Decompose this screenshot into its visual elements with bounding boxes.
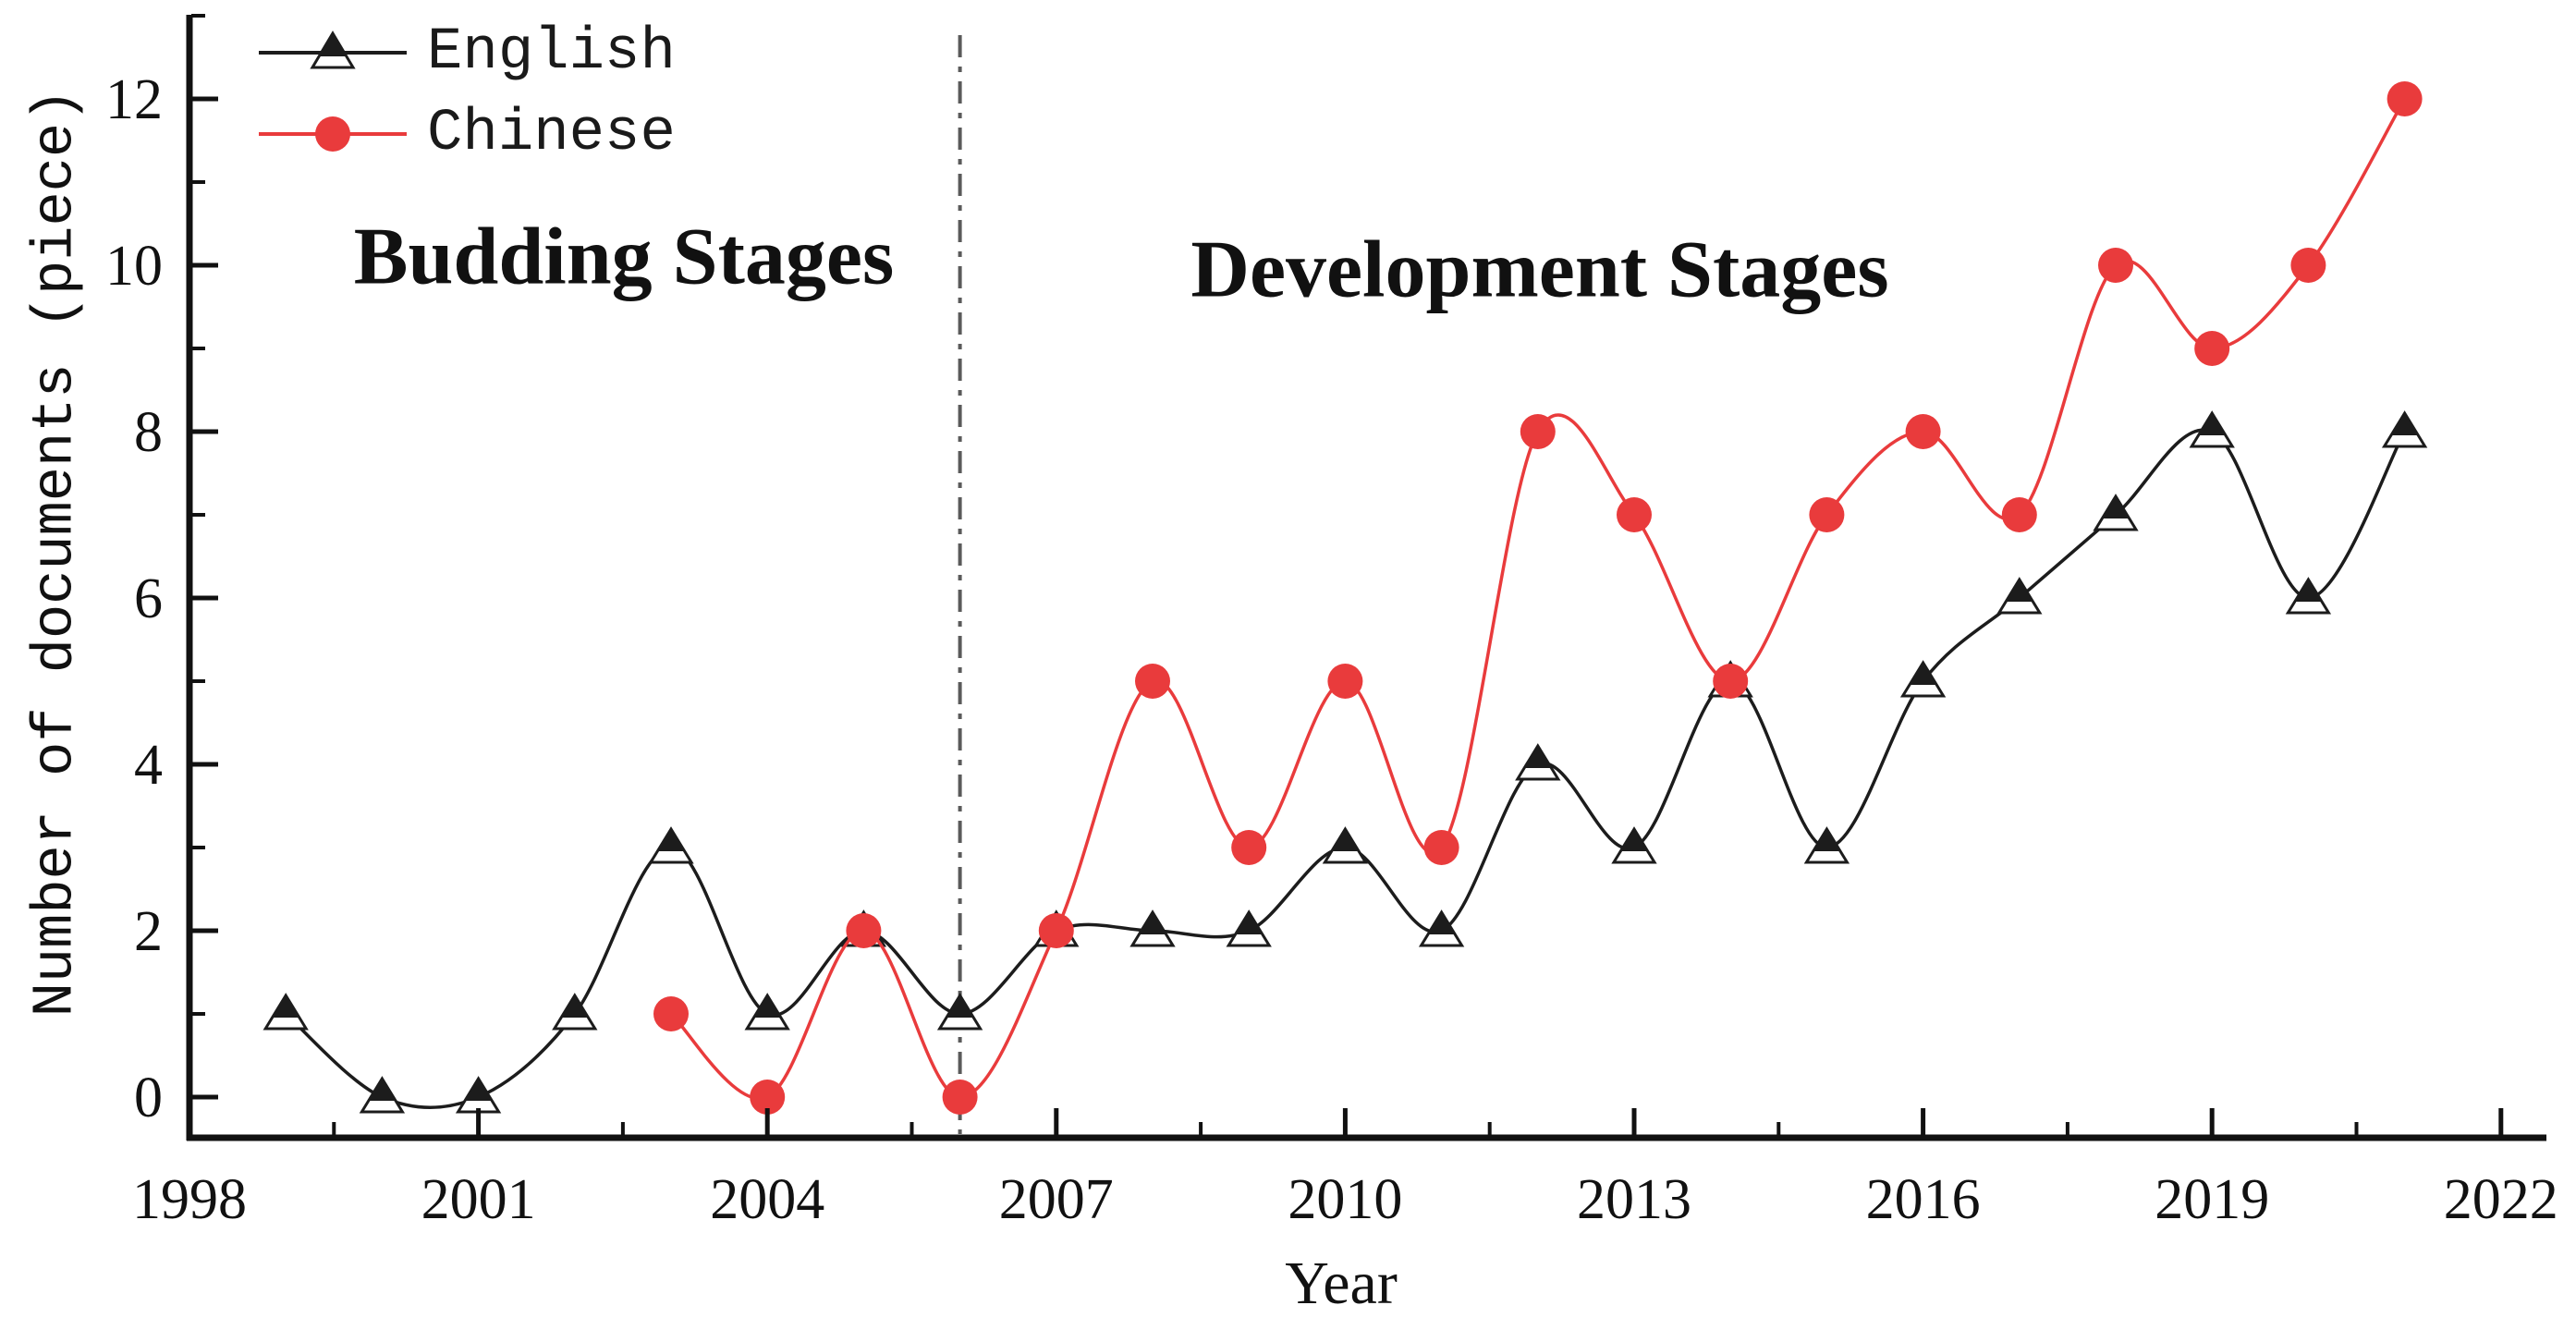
legend-label-chinese: Chinese — [427, 101, 676, 167]
legend-chinese-circle — [315, 116, 350, 152]
english-data-point-fill — [2102, 496, 2130, 518]
chinese-data-point — [2387, 81, 2423, 116]
english-data-point-fill — [2294, 580, 2323, 602]
chinese-data-point — [653, 996, 689, 1031]
english-data-point-fill — [464, 1079, 493, 1101]
legend-item-chinese: Chinese — [255, 94, 676, 174]
x-tick-label: 2004 — [710, 1168, 824, 1231]
english-series-line — [285, 428, 2407, 1109]
english-data-point-fill — [1523, 746, 1552, 768]
english-data-point-fill — [1235, 912, 1264, 934]
x-tick-label: 2022 — [2444, 1168, 2558, 1231]
x-tick-label: 2010 — [1288, 1168, 1402, 1231]
english-data-point-fill — [368, 1079, 397, 1101]
english-data-point-fill — [272, 995, 300, 1018]
english-data-point-fill — [1331, 829, 1360, 851]
chinese-data-point — [2098, 248, 2133, 283]
english-data-point-fill — [2005, 580, 2033, 602]
chinese-data-point — [2194, 331, 2230, 366]
english-series-marker-icon — [259, 30, 407, 69]
x-tick-label: 2016 — [1866, 1168, 1981, 1231]
x-tick-label: 2013 — [1577, 1168, 1691, 1231]
x-axis-title: Year — [1285, 1250, 1398, 1317]
english-data-point-fill — [753, 995, 782, 1018]
x-tick-label: 2019 — [2155, 1168, 2269, 1231]
y-tick-label: 6 — [134, 567, 163, 630]
chinese-data-point — [1809, 497, 1845, 532]
x-tick-label: 2007 — [999, 1168, 1114, 1231]
english-data-point-fill — [2390, 413, 2419, 435]
y-tick-label: 12 — [105, 68, 163, 131]
y-tick-label: 2 — [134, 900, 163, 963]
chinese-data-point — [1713, 664, 1749, 699]
chinese-data-point — [942, 1080, 978, 1115]
x-tick-label: 2001 — [421, 1168, 536, 1231]
english-data-point-fill — [657, 829, 685, 851]
chinese-series-marker-icon — [259, 116, 407, 152]
english-data-point-fill — [1909, 663, 1937, 685]
chinese-data-point — [750, 1080, 786, 1115]
y-tick-label: 8 — [134, 401, 163, 464]
english-data-point-fill — [946, 995, 974, 1018]
y-tick-label: 0 — [134, 1067, 163, 1129]
legend-english-triangle-top — [320, 33, 346, 56]
english-data-point-fill — [1620, 829, 1648, 851]
chinese-data-point — [1038, 913, 1074, 948]
chinese-data-point — [1423, 830, 1459, 865]
chinese-data-point — [846, 913, 882, 948]
legend-item-english: English — [255, 13, 676, 92]
chinese-data-point — [1231, 830, 1267, 865]
chinese-data-point — [2001, 497, 2037, 532]
legend: English Chinese — [255, 13, 676, 174]
english-data-point-fill — [1427, 912, 1456, 934]
y-tick-label: 10 — [105, 235, 163, 298]
chinese-data-point — [1905, 414, 1941, 449]
english-data-point-fill — [2198, 413, 2227, 435]
chinese-data-point — [1617, 497, 1652, 532]
chinese-data-point — [1520, 414, 1556, 449]
annotation-development-stages: Development Stages — [1190, 225, 1889, 315]
english-data-point-fill — [1139, 912, 1166, 934]
english-data-point-fill — [1813, 829, 1841, 851]
y-axis-title: Number of documents (piece) — [22, 88, 89, 1018]
x-tick-label: 1998 — [132, 1168, 247, 1231]
chinese-data-point — [2290, 248, 2326, 283]
english-data-point-fill — [560, 995, 589, 1018]
legend-label-english: English — [427, 19, 676, 86]
annotation-budding-stages: Budding Stages — [353, 212, 895, 302]
chinese-data-point — [1135, 664, 1170, 699]
chinese-data-point — [1327, 664, 1363, 699]
y-tick-label: 4 — [134, 734, 163, 797]
